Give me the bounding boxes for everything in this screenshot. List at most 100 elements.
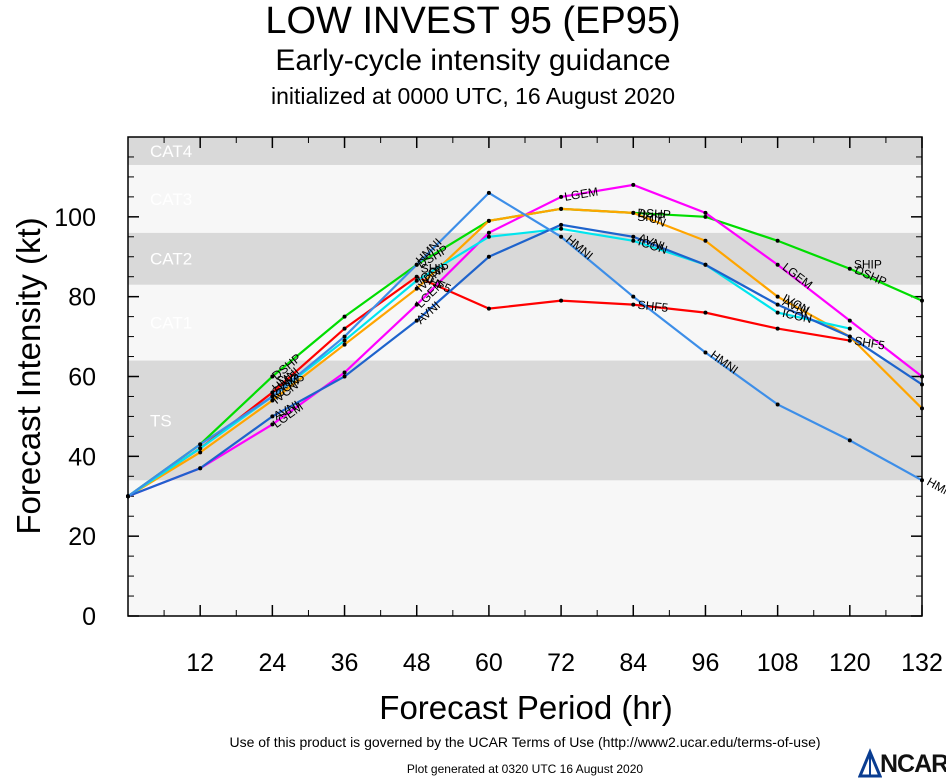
chart-subtitle: Early-cycle intensity guidance [275,44,671,77]
series-label-ship: SHIP [276,373,304,387]
series-label-icon: ICON [781,306,813,326]
series-point-hmni [342,334,347,339]
series-label-hmni: HMNI [925,475,946,502]
series-point-avni [270,414,275,419]
series-point-lgem [559,194,564,199]
series-label-dshp: DSHP [637,206,671,222]
x-tick-label: 96 [692,649,720,677]
band-label-cat3: CAT3 [150,190,192,209]
series-point-icon [631,238,636,243]
series-point-dshp [847,266,852,271]
x-tick-label: 72 [547,649,575,677]
series-point-ivcn [414,286,419,291]
series-point-dshp [342,314,347,319]
y-tick-label: 20 [68,523,96,551]
terms-of-use-text: Use of this product is governed by the U… [229,734,821,750]
axes: 12 24 36 48 60 72 84 96 108 120 132 0 20 40 60 80 100 [54,136,943,677]
series-label-shf5: SHF5 [637,298,669,315]
plot-generated-text: Plot generated at 0320 UTC 16 August 202… [406,762,644,776]
chart-title: LOW INVEST 95 (EP95) [265,0,681,42]
series-point-hmni [775,402,780,407]
y-tick-label: 100 [54,204,96,232]
series-point-icon [775,310,780,315]
series-point-shf5 [486,306,491,311]
series-point-lgem [920,374,924,379]
x-axis-title: Forecast Period (hr) [379,689,672,726]
y-tick-label: 40 [68,443,96,471]
series-point-hmni [559,234,564,239]
series-line-hmni [127,191,923,498]
series-point-ivcn [270,398,275,403]
x-tick-label: 60 [475,649,503,677]
series-point-hmni [414,262,419,267]
series-label-lgem: LGEM [563,184,599,203]
series-point-avni [342,374,347,379]
x-tick-label: 36 [331,649,359,677]
series-point-dshp [775,238,780,243]
series-point-ivcn [775,294,780,299]
series-point-dshp [270,374,275,379]
band-cat3 [128,164,922,233]
series-point-avni [847,334,852,339]
y-tick-label: 60 [68,364,96,392]
series-point-avni [486,254,491,259]
series-point-hmni [198,442,203,447]
y-axis-title: Forecast Intensity (kt) [10,217,47,534]
series-label-ship: SHIP [637,210,665,224]
series-point-shf5 [775,326,780,331]
series-point-hmni [631,294,636,299]
series-point-ivcn [486,218,491,223]
series-line-avni [127,223,923,498]
series-point-avni [775,302,780,307]
series-point-lgem [414,302,419,307]
series-point-shf5 [559,298,564,303]
series-point-lgem [703,210,708,215]
series-point-icon [198,446,203,451]
x-tick-label: 132 [901,649,943,677]
band-cat1 [128,284,922,361]
series-point-hmni [270,394,275,399]
series-point-avni [631,234,636,239]
series-point-dshp [920,298,924,303]
series-point-hmni [703,350,708,355]
model-labels: SHF5SHF5SHF5SHF5DSHPDSHPDSHPDSHPSHIPSHIP… [269,184,946,501]
series-point-lgem [847,318,852,323]
series-point-shf5 [342,326,347,331]
x-tick-label: 24 [258,649,286,677]
x-tick-label: 12 [186,649,214,677]
series-point-icon [847,326,852,331]
series-label-ship: SHIP [854,258,882,272]
series-point-ivcn [703,238,708,243]
series-point-icon [342,338,347,343]
x-tick-label: 48 [403,649,431,677]
series-point-ivcn [342,342,347,347]
series-point-ivcn [920,406,924,411]
series-point-avni [703,262,708,267]
series-point-shf5 [414,274,419,279]
series-point-icon [414,278,419,283]
series-point-icon [486,234,491,239]
series-point-avni [559,222,564,227]
series-point-shf5 [270,390,275,395]
ncar-logo-icon [857,748,883,778]
series-point-hmni [847,438,852,443]
series-point-hmni [486,190,491,195]
series-point-shf5 [703,310,708,315]
x-tick-label: 120 [829,649,871,677]
series-point-avni [920,382,924,387]
y-tick-label: 80 [68,284,96,312]
x-tick-label: 84 [619,649,647,677]
series-point-lgem [342,370,347,375]
series-point-shf5 [631,302,636,307]
series-label-shf5: SHF5 [853,334,886,353]
band-label-cat4: CAT4 [150,142,192,161]
category-bands: TS CAT1 CAT2 CAT3 CAT4 [128,137,922,481]
series-point-ivcn [198,450,203,455]
band-label-ts: TS [150,411,172,430]
series-point-avni [198,466,203,471]
series-point-dshp [703,214,708,219]
series-point-avni [414,318,419,323]
y-tick-label: 0 [82,603,96,631]
series-point-lgem [775,262,780,267]
